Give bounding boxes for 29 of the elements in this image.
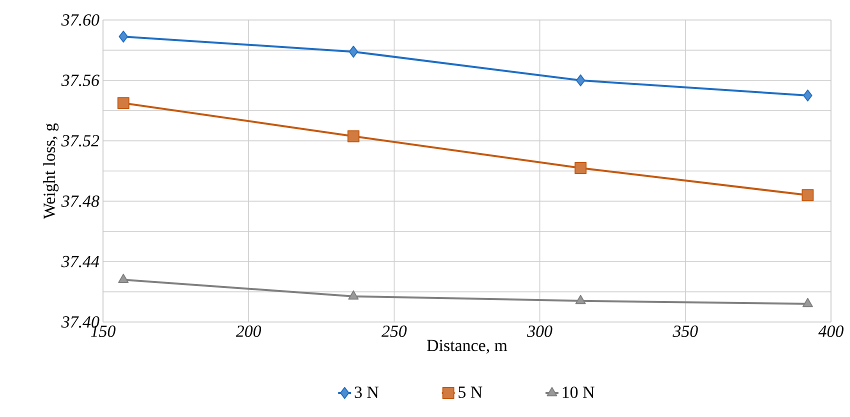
y-tick-label: 37.56 — [61, 74, 100, 86]
x-tick-label: 250 — [382, 326, 407, 337]
y-axis-title: Weight loss, g — [43, 123, 59, 219]
point — [348, 290, 359, 300]
point — [118, 30, 128, 43]
y-tick-label: 37.48 — [61, 195, 100, 207]
x-axis-title: Distance, m — [427, 340, 508, 354]
y-tick-label: 37.44 — [61, 256, 100, 268]
point — [576, 74, 586, 86]
point — [575, 294, 586, 304]
x-tick-label: 200 — [236, 326, 262, 337]
y-tick-label: 37.60 — [61, 14, 100, 26]
legend-label: 5 N — [458, 386, 482, 398]
point — [802, 298, 813, 308]
point — [347, 130, 360, 142]
legend-label: 3 N — [354, 386, 379, 398]
point — [574, 162, 587, 174]
x-tick-label: 300 — [527, 326, 552, 337]
point — [348, 46, 358, 58]
x-tick-label: 150 — [90, 326, 116, 337]
point — [117, 97, 130, 110]
x-tick-label: 350 — [672, 326, 698, 337]
legend-label: 10 N — [562, 386, 594, 398]
point — [802, 189, 814, 202]
point — [118, 274, 129, 283]
point — [803, 90, 812, 102]
x-tick-label: 400 — [818, 326, 844, 337]
y-tick-label: 37.52 — [61, 135, 100, 147]
y-tick-label: 37.40 — [61, 316, 100, 328]
